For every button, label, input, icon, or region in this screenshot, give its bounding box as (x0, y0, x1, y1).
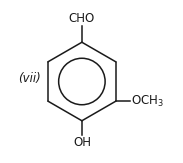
Text: CHO: CHO (69, 12, 95, 25)
Text: (vii): (vii) (18, 72, 41, 85)
Text: OCH$_3$: OCH$_3$ (131, 94, 164, 109)
Text: OH: OH (73, 136, 91, 149)
